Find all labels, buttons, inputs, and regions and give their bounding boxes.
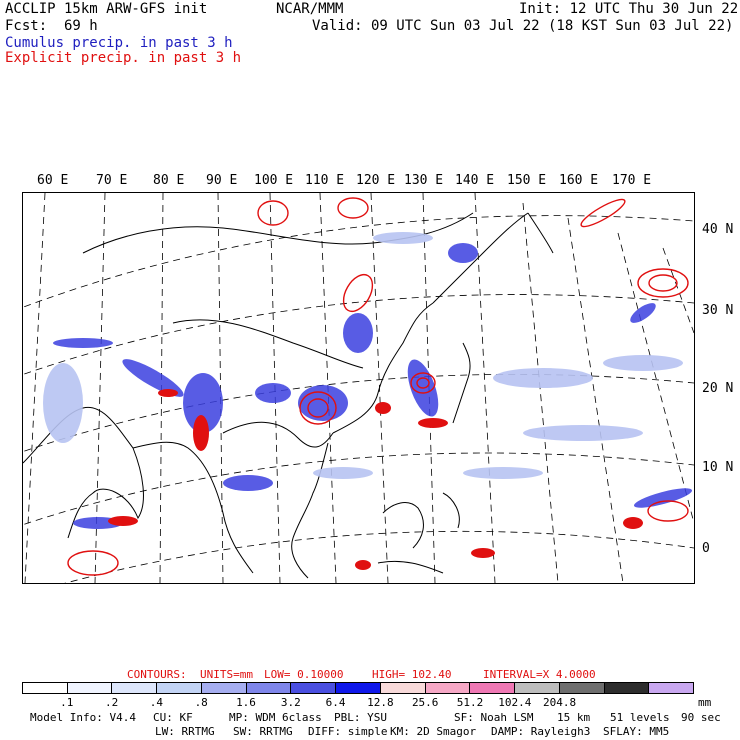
- lon-label: 130 E: [404, 173, 444, 188]
- colorbar-units: mm: [698, 696, 712, 709]
- colorbar-tick-label: 25.6: [411, 696, 439, 709]
- colorbar-tick-label: 6.4: [325, 696, 346, 709]
- colorbar-tick-label: .1: [60, 696, 74, 709]
- colorbar-segment: [67, 683, 113, 693]
- colorbar-segment: [470, 683, 516, 693]
- lat-label: 10 N: [702, 460, 734, 475]
- forecast-hour: 69 h: [64, 18, 98, 34]
- center-label: NCAR/MMM: [276, 1, 344, 17]
- lon-label: 120 E: [356, 173, 396, 188]
- forecast-label: Fcst:: [5, 18, 48, 34]
- colorbar-tick-label: 12.8: [367, 696, 394, 709]
- model-info-5: SF: Noah LSM: [454, 711, 534, 724]
- init-time: Init: 12 UTC Thu 30 Jun 22: [519, 1, 739, 17]
- lon-label: 90 E: [206, 173, 238, 188]
- colorbar-segment: [604, 683, 650, 693]
- colorbar-tick-label: 3.2: [280, 696, 301, 709]
- model-info-4: PBL: YSU: [334, 711, 387, 724]
- explicit-precip-dense: [108, 389, 643, 570]
- model-info-9: LW: RRTMG: [155, 725, 215, 738]
- colorbar-tick-label: .8: [194, 696, 208, 709]
- legend-cumulus: Cumulus precip. in past 3 h: [5, 35, 233, 51]
- model-info-1: Model Info: V4.4: [30, 711, 136, 724]
- colorbar-segment: [201, 683, 247, 693]
- model-info-3: MP: WDM 6class: [229, 711, 322, 724]
- colorbar-tick-label: .4: [149, 696, 164, 709]
- colorbar-segment: [112, 683, 158, 693]
- lon-label: 150 E: [507, 173, 547, 188]
- lat-label: 40 N: [702, 222, 734, 237]
- cumulus-precip: [53, 243, 693, 529]
- colorbar-segment: [559, 683, 605, 693]
- colorbar-segment: [515, 683, 560, 693]
- lon-label: 160 E: [559, 173, 599, 188]
- colorbar-tick-label: 102.4: [498, 696, 532, 709]
- model-info-6: 15 km: [557, 711, 591, 724]
- lat-label: 30 N: [702, 303, 734, 318]
- lon-label: 140 E: [455, 173, 495, 188]
- lon-label: 110 E: [305, 173, 345, 188]
- lon-label: 80 E: [153, 173, 185, 188]
- model-info-8: 90 sec: [681, 711, 721, 724]
- precip-map: [22, 192, 695, 584]
- colorbar-segment: [425, 683, 471, 693]
- lat-label: 0: [702, 541, 710, 556]
- lon-label: 170 E: [612, 173, 652, 188]
- plot-title: ACCLIP 15km ARW-GFS init: [5, 1, 208, 17]
- colorbar-segment: [336, 683, 381, 693]
- colorbar-tick-label: 51.2: [456, 696, 484, 709]
- model-info-14: SFLAY: MM5: [603, 725, 670, 738]
- valid-time: Valid: 09 UTC Sun 03 Jul 22 (18 KST Sun …: [312, 18, 734, 34]
- lat-label: 20 N: [702, 381, 734, 396]
- model-info-13: DAMP: Rayleigh3: [491, 725, 591, 738]
- colorbar-tick-label: 204.8: [543, 696, 577, 709]
- light-precip: [43, 232, 683, 479]
- colorbar-segment: [291, 683, 337, 693]
- colorbar: [22, 682, 694, 694]
- colorbar-segment: [157, 683, 202, 693]
- model-info-10: SW: RRTMG: [233, 725, 293, 738]
- model-info-2: CU: KF: [153, 711, 193, 724]
- coastlines: [23, 212, 554, 579]
- legend-explicit: Explicit precip. in past 3 h: [5, 50, 242, 66]
- colorbar-segment: [380, 683, 426, 693]
- model-info-12: KM: 2D Smagor: [390, 725, 477, 738]
- colorbar-tick-label: 1.6: [236, 696, 256, 709]
- lon-label: 100 E: [254, 173, 294, 188]
- colorbar-tick-label: .2: [104, 696, 119, 709]
- model-info-11: DIFF: simple: [308, 725, 388, 738]
- latitude-gridlines: [23, 215, 694, 583]
- explicit-precip: [67, 197, 689, 576]
- colorbar-segment: [246, 683, 292, 693]
- lon-label: 60 E: [37, 173, 69, 188]
- colorbar-segment: [23, 683, 68, 693]
- lon-label: 70 E: [96, 173, 128, 188]
- colorbar-segment: [649, 683, 694, 693]
- model-info-7: 51 levels: [610, 711, 670, 724]
